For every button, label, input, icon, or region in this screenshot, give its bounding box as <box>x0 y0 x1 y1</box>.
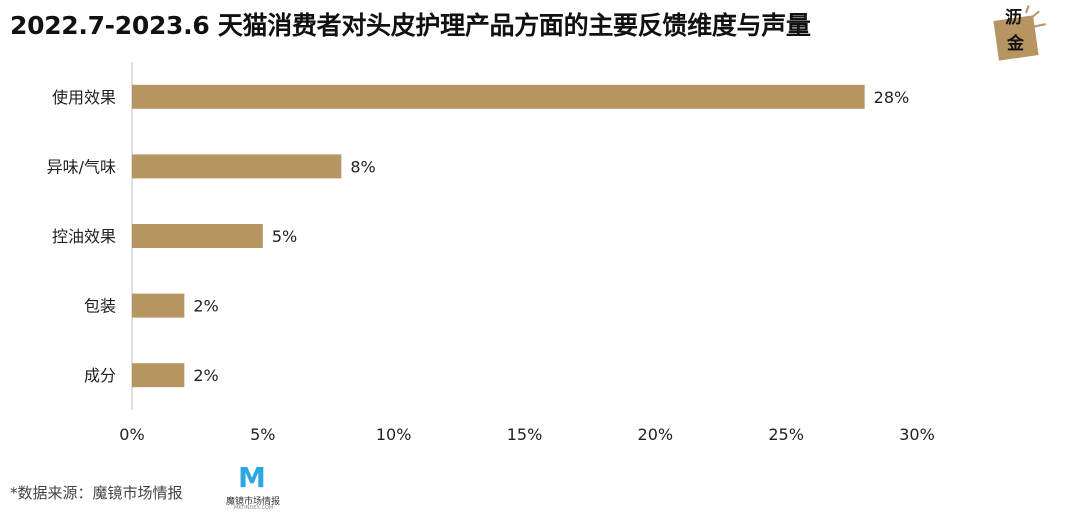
value-label: 2% <box>193 366 218 385</box>
x-tick-label: 10% <box>376 425 412 444</box>
value-label: 5% <box>272 227 297 246</box>
mktindex-site: MKTINDEX.COM <box>234 505 274 511</box>
chart-title: 2022.7-2023.6 天猫消费者对头皮护理产品方面的主要反馈维度与声量 <box>10 11 811 40</box>
x-tick-label: 25% <box>768 425 804 444</box>
bar <box>132 224 263 248</box>
bar <box>132 293 185 318</box>
category-label: 异味/气味 <box>47 157 116 176</box>
bar <box>132 154 342 179</box>
x-tick-label: 20% <box>638 425 674 444</box>
bar <box>132 84 865 109</box>
mktindex-logo: M 魔镜市场情报 MKTINDEX.COM <box>226 461 282 512</box>
category-label: 使用效果 <box>52 88 116 107</box>
logo-char-2: 金 <box>1007 34 1024 54</box>
x-tick-label: 30% <box>899 425 935 444</box>
x-tick-label: 0% <box>119 425 144 444</box>
logo-char-1: 沥 <box>1005 8 1022 28</box>
value-label: 2% <box>193 297 218 316</box>
value-label: 8% <box>350 157 375 176</box>
value-label: 28% <box>874 88 910 107</box>
data-source-note: *数据来源：魔镜市场情报 <box>10 484 183 502</box>
mktindex-mark: M <box>238 461 266 494</box>
category-label: 成分 <box>84 366 116 385</box>
category-label: 控油效果 <box>52 227 116 246</box>
bar <box>132 363 185 388</box>
category-label: 包装 <box>84 297 116 316</box>
mktindex-name: 魔镜市场情报 <box>226 497 281 507</box>
x-tick-label: 5% <box>250 425 275 444</box>
x-tick-label: 15% <box>507 425 543 444</box>
brand-logo: 沥 金 <box>990 4 1052 62</box>
